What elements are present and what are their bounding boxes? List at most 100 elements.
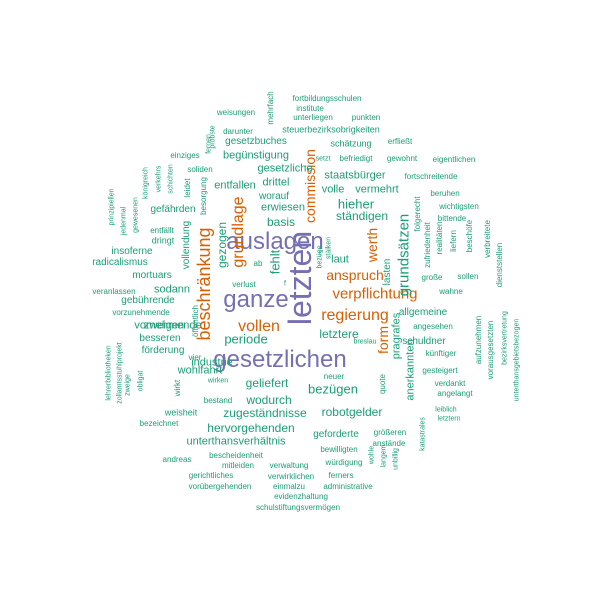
word-bezeichnet: bezeichnet: [139, 419, 179, 428]
word-administrative: administrative: [323, 482, 373, 491]
word-realitaeten: realitäten: [435, 221, 444, 255]
word-anerkannten: anerkannten: [404, 339, 417, 401]
word-grundsaetzen: grundsätzen: [395, 213, 413, 297]
word-aufzunehmen: aufzunehmen: [474, 315, 483, 365]
word-gerichtliches: gerichtliches: [188, 471, 234, 480]
word-drittel: drittel: [262, 176, 290, 189]
word-mehrfach: mehrfach: [266, 91, 275, 125]
word-beschoefe: beschöfe: [465, 219, 474, 253]
word-sodann: sodann: [153, 283, 191, 296]
word-neuer: neuer: [323, 372, 345, 381]
word-schulstiftungsvermoegen: schulstiftungsvermögen: [255, 503, 341, 512]
word-gesetzliche: gesetzliche: [257, 162, 313, 175]
word-beguenstigung: begünstigung: [222, 149, 290, 162]
word-anspruch: anspruch: [326, 267, 384, 283]
word-bewilligten: bewilligten: [320, 445, 358, 454]
word-leidet: leidet: [183, 178, 192, 198]
word-angelangt: angelangt: [437, 389, 473, 398]
word-f: f: [284, 280, 286, 288]
word-t: t: [319, 250, 321, 258]
word-grundlage: grundlage: [230, 196, 247, 268]
word-fehlt: fehlt: [267, 249, 283, 275]
word-erfliesst: erfließt: [387, 137, 413, 146]
word-wohlfahrt: wohlfahrt: [177, 364, 223, 377]
word-besorgung: besorgung: [199, 177, 208, 215]
word-groesseren: größeren: [373, 428, 407, 437]
word-hervorgehenden: hervorgehenden: [207, 421, 295, 435]
word-zweige: zweige: [124, 374, 132, 396]
word-verkehrs: verkehrs: [155, 165, 163, 193]
word-mitleiden: mitleiden: [221, 461, 255, 470]
word-koenigreich: königreich: [142, 167, 150, 199]
word-obligat: obligat: [137, 370, 145, 392]
word-weisungen: weisungen: [216, 108, 256, 117]
word-verbreitete: verbreitete: [483, 220, 492, 258]
word-insoferne: insoferne: [111, 246, 153, 257]
word-bestand: bestand: [203, 396, 233, 405]
word-volle: volle: [321, 183, 345, 196]
word-foerderung: förderung: [141, 345, 185, 356]
word-gewohnt: gewohnt: [386, 154, 418, 163]
word-verwirklichen: verwirklichen: [267, 472, 315, 481]
word-staatsbuerger: staatsbürger: [324, 169, 386, 182]
word-schaetzung: schätzung: [330, 138, 372, 149]
word-vollendung: vollendung: [181, 220, 192, 270]
word-langem: langem: [380, 444, 388, 468]
word-gefaehrden: gefährden: [150, 204, 196, 215]
word-ferners: ferners: [328, 471, 354, 480]
word-bittende: bittende: [437, 214, 467, 223]
word-schuldner: schuldner: [402, 336, 446, 347]
word-setzt: setzt: [315, 155, 331, 163]
word-zollamtsstuhlprojekt: zollamtsstuhlprojekt: [116, 342, 124, 404]
word-ganze: ganze: [223, 286, 289, 313]
word-unterliegen: unterliegen: [293, 113, 333, 122]
word-wuerdigung: würdigung: [325, 458, 363, 467]
word-periode: periode: [224, 331, 268, 347]
word-fortbildungsschulen: fortbildungsschulen: [292, 94, 362, 103]
word-vornehmende: vornehmende: [134, 319, 202, 332]
word-vollen: vollen: [238, 318, 280, 335]
word-wohle: wohle: [368, 445, 376, 465]
word-darunter: darunter: [223, 127, 253, 136]
word-gesetzbuches: gesetzbuches: [225, 136, 287, 147]
word-basis: basis: [266, 215, 296, 229]
word-gewesenen: gewesenen: [132, 197, 140, 233]
word-geforderte: geforderte: [313, 429, 359, 440]
word-gezogen: gezogen: [215, 221, 229, 269]
word-staeiken: stäiken: [325, 236, 333, 260]
word-radicalismus: radicalismus: [92, 257, 148, 268]
word-folgerecht: folgerecht: [413, 196, 422, 232]
word-punkten: punkten: [351, 113, 381, 122]
word-fortschreitende: fortschreitende: [404, 172, 458, 181]
word-wirkt: wirkt: [173, 379, 182, 397]
word-unbillig: unbillig: [392, 448, 400, 470]
word-staendigen: ständigen: [335, 209, 389, 223]
word-steuerbezirksobrigkeiten: steuerbezirksobrigkeiten: [282, 124, 380, 135]
word-probste: probste: [209, 125, 217, 149]
word-bescheidenheit: bescheidenheit: [209, 451, 263, 460]
word-weisheit: weisheit: [164, 407, 198, 418]
word-zufriedenheit: zufriedenheit: [423, 222, 432, 268]
word-schichten: schichten: [167, 164, 175, 194]
word-unterthansverhaeltnis: unterthansverhältnis: [186, 435, 286, 448]
word-eigentlichen: eigentlichen: [432, 155, 476, 164]
word-verdankt: verdankt: [434, 379, 466, 388]
word-beruhen: beruhen: [430, 189, 460, 198]
word-jedenmal: jedenmal: [120, 206, 128, 236]
word-anstaende: anstände: [372, 439, 406, 448]
word-katastrales: katastrales: [419, 417, 427, 451]
word-lasten: lasten: [382, 258, 393, 286]
word-werth: werth: [364, 227, 380, 263]
word-industrie: industrie: [191, 356, 233, 369]
word-kuenftiger: künftiger: [425, 349, 457, 358]
word-laut: laut: [331, 253, 349, 266]
word-hieher: hieher: [337, 196, 375, 212]
word-dienststellen: dienststellen: [495, 242, 504, 288]
word-letztere: letztere: [319, 327, 359, 341]
word-robotgelder: robotgelder: [321, 405, 383, 419]
word-wichtigsten: wichtigsten: [439, 202, 479, 211]
word-entfaellt: entfällt: [150, 226, 174, 235]
word-quote: quote: [378, 373, 387, 395]
word-geliefert: geliefert: [245, 376, 289, 390]
